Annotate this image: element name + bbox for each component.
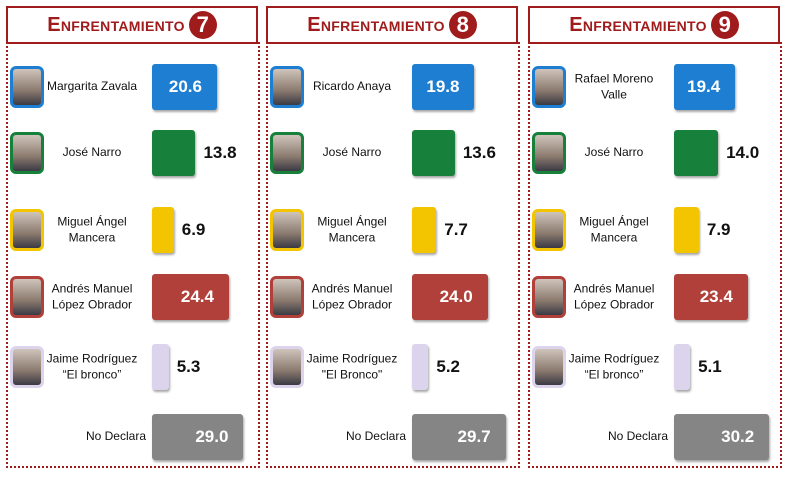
value-label: 24.4	[180, 287, 214, 306]
bar	[412, 64, 475, 110]
value-label: 13.6	[462, 143, 496, 162]
value-label: 29.7	[457, 427, 491, 446]
value-label: 5.3	[176, 357, 201, 376]
candidate-photo	[10, 66, 44, 108]
value-label: 7.9	[706, 220, 731, 239]
candidate-photo	[532, 132, 566, 174]
bar	[412, 207, 437, 253]
bar	[674, 414, 770, 460]
candidate-photo	[270, 346, 304, 388]
category-label: Miguel Ángel Mancera	[57, 214, 127, 244]
category-label: Rafael Moreno Valle	[574, 71, 654, 101]
panel-header: Enfrentamiento 8	[266, 6, 518, 44]
candidate-photo	[10, 132, 44, 174]
panel-title: Enfrentamiento	[569, 13, 707, 36]
candidate-photo	[532, 209, 566, 251]
bar	[152, 64, 217, 110]
category-label: Ricardo Anaya	[312, 79, 392, 94]
value-label: 13.8	[203, 143, 237, 162]
value-label: 6.9	[181, 220, 206, 239]
bar	[674, 130, 719, 176]
bar	[152, 414, 244, 460]
panel-badge: 8	[448, 11, 477, 39]
candidate-photo	[270, 66, 304, 108]
value-label: 19.4	[687, 77, 721, 96]
bar	[674, 344, 691, 390]
value-label: 24.0	[439, 287, 473, 306]
category-label: Jaime Rodríguez “El bronco”	[568, 351, 660, 381]
category-label: Margarita Zavala	[46, 79, 138, 94]
value-label: 7.7	[444, 220, 468, 239]
candidate-photo	[10, 209, 44, 251]
panel: Enfrentamiento 7 Margarita Zavala 20.6 José …	[6, 6, 260, 468]
category-label: Miguel Ángel Mancera	[317, 214, 387, 244]
category-label: Andrés Manuel López Obrador	[51, 281, 133, 311]
category-label: No Declara	[607, 429, 668, 444]
candidate-photo	[532, 346, 566, 388]
category-label: José Narro	[322, 145, 382, 160]
bar	[412, 414, 506, 460]
candidate-photo	[532, 66, 566, 108]
category-label: Miguel Ángel Mancera	[579, 214, 649, 244]
value-label: 29.0	[195, 427, 229, 446]
bar	[152, 274, 229, 320]
panel-frame	[528, 42, 782, 468]
category-label: Andrés Manuel López Obrador	[573, 281, 655, 311]
value-label: 30.2	[721, 427, 755, 446]
category-label: Jaime Rodríguez “El bronco”	[46, 351, 138, 381]
value-label: 5.1	[698, 357, 722, 376]
candidate-photo	[270, 209, 304, 251]
value-label: 14.0	[726, 143, 760, 162]
category-label: Andrés Manuel López Obrador	[311, 281, 393, 311]
category-label: No Declara	[345, 429, 406, 444]
bar	[674, 274, 748, 320]
bar	[412, 344, 429, 390]
candidate-photo	[270, 132, 304, 174]
value-label: 23.4	[699, 287, 733, 306]
bar	[412, 274, 488, 320]
panel-frame	[6, 42, 260, 468]
bar	[674, 207, 699, 253]
category-label: Jaime Rodríguez "El Bronco"	[306, 351, 398, 381]
panel-frame	[266, 42, 520, 468]
panel-badge: 9	[710, 11, 739, 39]
panel-title: Enfrentamiento	[307, 13, 445, 36]
value-label: 20.6	[168, 77, 202, 96]
bar	[152, 207, 174, 253]
candidate-photo	[10, 276, 44, 318]
category-label: No Declara	[85, 429, 146, 444]
panel: Enfrentamiento 9 Rafael Moreno Valle 19.4 Jo…	[528, 6, 782, 468]
category-label: José Narro	[584, 145, 644, 160]
bar	[412, 130, 455, 176]
candidate-photo	[270, 276, 304, 318]
value-label: 19.8	[426, 77, 460, 96]
bar	[152, 344, 169, 390]
value-label: 5.2	[436, 357, 461, 376]
bar	[674, 64, 736, 110]
candidate-photo	[532, 276, 566, 318]
panel-badge: 7	[188, 11, 217, 39]
panel-header: Enfrentamiento 7	[6, 6, 258, 44]
candidate-photo	[10, 346, 44, 388]
category-label: José Narro	[62, 145, 122, 160]
bar	[152, 130, 196, 176]
panel-title: Enfrentamiento	[47, 13, 185, 36]
panel: Enfrentamiento 8 Ricardo Anaya 19.8 José Nar…	[266, 6, 520, 468]
panel-header: Enfrentamiento 9	[528, 6, 780, 44]
